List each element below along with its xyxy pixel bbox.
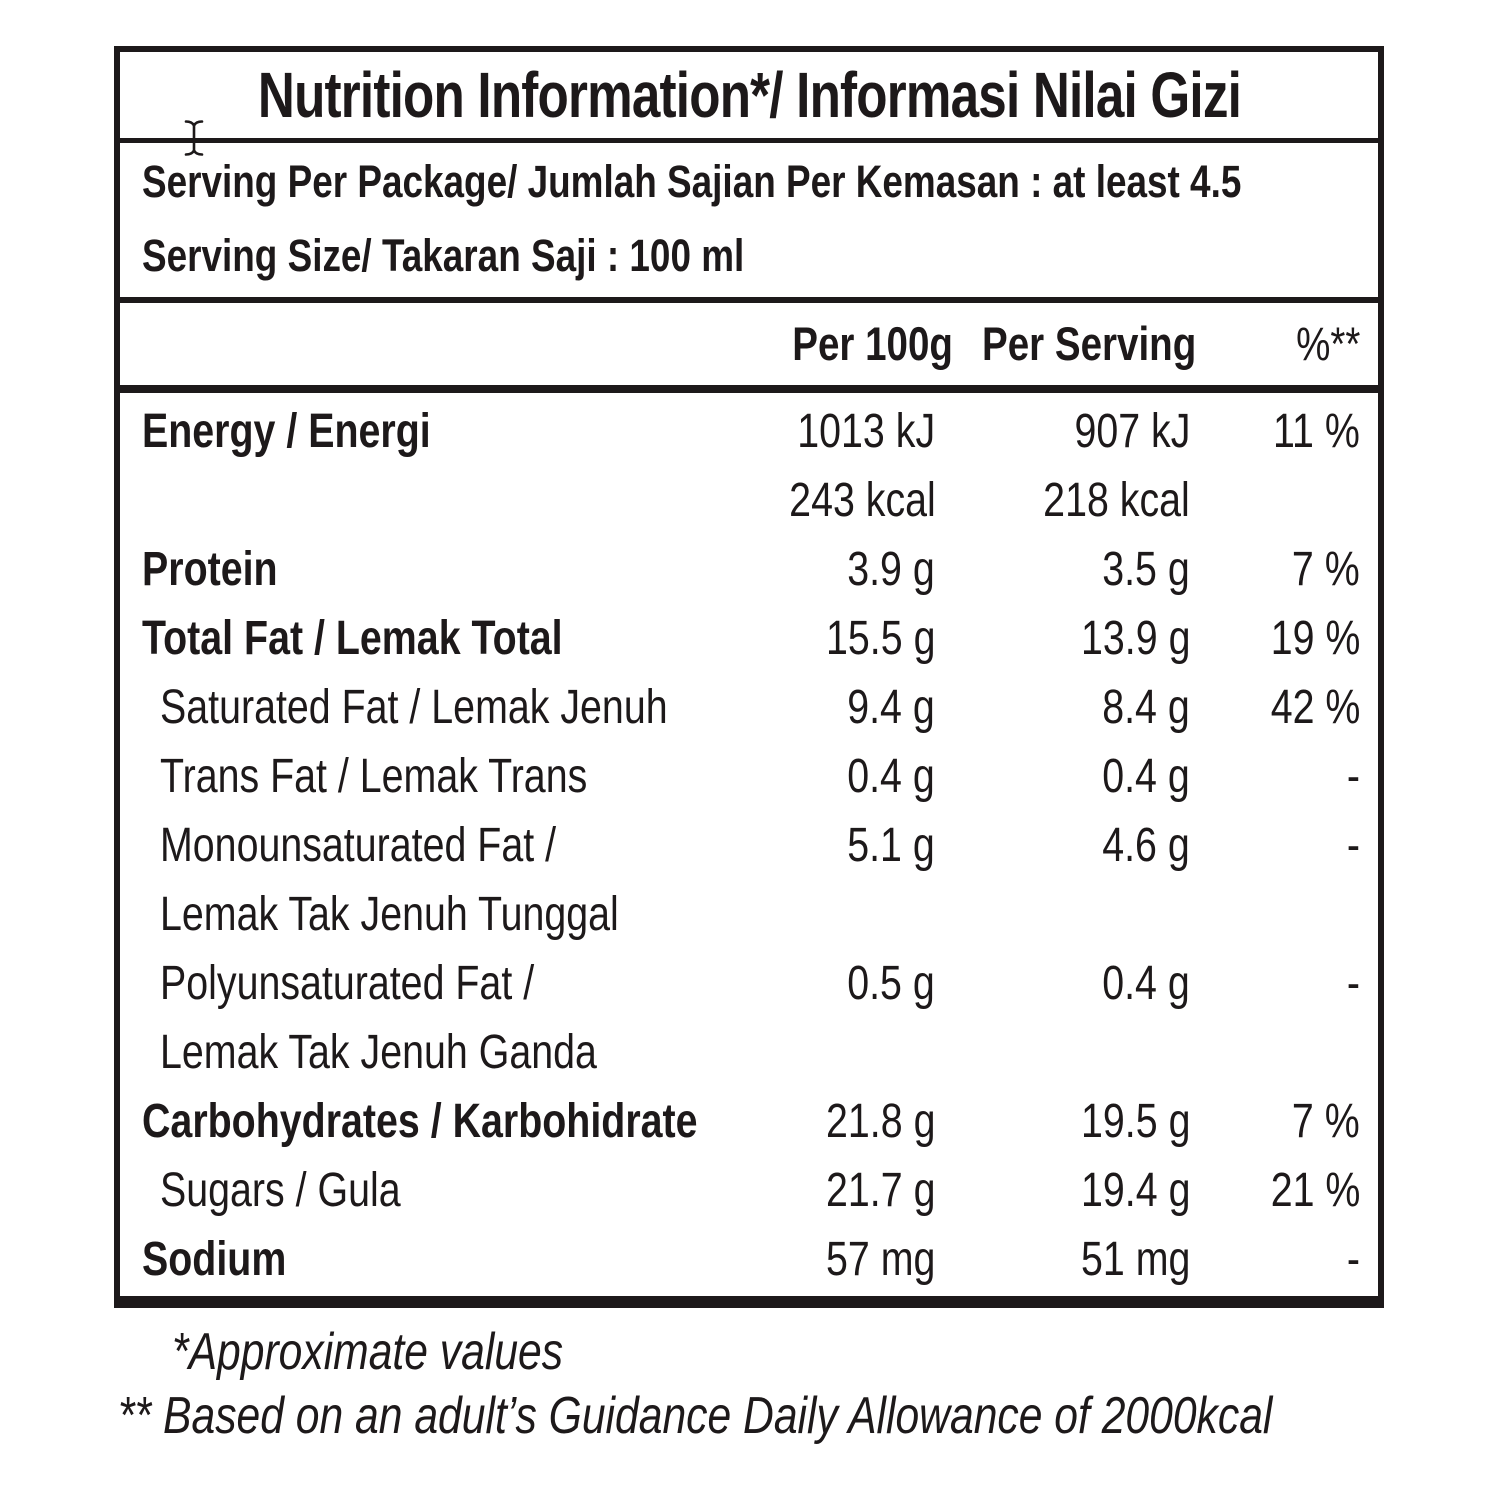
column-header-spacer [142, 303, 757, 385]
column-header-per-100g: Per 100g [792, 317, 953, 370]
nutrient-row-carbohydrates: Carbohydrates / Karbohidrate 21.8 g 19.5… [120, 1087, 1378, 1156]
per-100g-value: 1013 kJ [797, 405, 935, 458]
nutrient-row-monounsaturated-fat: Monounsaturated Fat / 5.1 g 4.6 g - [120, 811, 1378, 880]
per-100g-value: 57 mg [825, 1233, 935, 1286]
per-serving-value: 19.4 g [1080, 1164, 1190, 1217]
per-100g-value: 3.9 g [847, 543, 935, 596]
nutrient-row-total-fat: Total Fat / Lemak Total 15.5 g 13.9 g 19… [120, 604, 1378, 673]
nutrient-row-energy-kcal: 243 kcal 218 kcal [120, 466, 1378, 535]
percent-gda-value: - [1346, 750, 1360, 803]
nutrient-row-polyunsaturated-fat: Polyunsaturated Fat / 0.5 g 0.4 g - [120, 949, 1378, 1018]
per-serving-value: 3.5 g [1102, 543, 1190, 596]
nutrient-name: Lemak Tak Jenuh Tunggal [160, 888, 619, 941]
nutrient-name: Lemak Tak Jenuh Ganda [160, 1026, 597, 1079]
per-serving-value: 8.4 g [1102, 681, 1190, 734]
per-100g-value: 21.7 g [825, 1164, 935, 1217]
nutrient-row-sugars: Sugars / Gula 21.7 g 19.4 g 21 % [120, 1156, 1378, 1225]
serving-info-section: Serving Per Package/ Jumlah Sajian Per K… [120, 143, 1378, 303]
column-header-row: Per 100g Per Serving %** [120, 303, 1378, 393]
per-serving-value: 13.9 g [1080, 612, 1190, 665]
title-section: Nutrition Information*/ Informasi Nilai … [120, 52, 1378, 143]
nutrient-rows: Energy / Energi 1013 kJ 907 kJ 11 % 243 … [120, 393, 1378, 1294]
per-serving-value: 907 kJ [1074, 405, 1190, 458]
nutrient-name: Saturated Fat / Lemak Jenuh [160, 681, 668, 734]
per-serving-value: 19.5 g [1080, 1095, 1190, 1148]
percent-gda-value: 19 % [1270, 612, 1360, 665]
nutrient-row-trans-fat: Trans Fat / Lemak Trans 0.4 g 0.4 g - [120, 742, 1378, 811]
nutrient-name: Trans Fat / Lemak Trans [160, 750, 588, 803]
per-serving-value: 4.6 g [1102, 819, 1190, 872]
nutrient-row-protein: Protein 3.9 g 3.5 g 7 % [120, 535, 1378, 604]
percent-gda-value: 7 % [1292, 1095, 1360, 1148]
serving-per-package-line: Serving Per Package/ Jumlah Sajian Per K… [142, 145, 1378, 219]
nutrient-name: Energy / Energi [142, 405, 431, 458]
nutrient-row-saturated-fat: Saturated Fat / Lemak Jenuh 9.4 g 8.4 g … [120, 673, 1378, 742]
column-header-percent-gda: %** [1295, 317, 1360, 370]
nutrition-table: Nutrition Information*/ Informasi Nilai … [114, 46, 1384, 1308]
nutrient-name: Sugars / Gula [160, 1164, 401, 1217]
nutrient-name: Sodium [142, 1233, 287, 1286]
per-serving-value: 51 mg [1080, 1233, 1190, 1286]
nutrient-name: Carbohydrates / Karbohidrate [142, 1095, 698, 1148]
serving-size-text: Serving Size/ Takaran Saji : 100 ml [142, 230, 745, 281]
percent-gda-value: - [1346, 1233, 1360, 1286]
percent-gda-value: 42 % [1270, 681, 1360, 734]
per-serving-value: 218 kcal [1043, 474, 1190, 527]
per-serving-value: 0.4 g [1102, 750, 1190, 803]
nutrient-name: Total Fat / Lemak Total [142, 612, 563, 665]
page-title: Nutrition Information*/ Informasi Nilai … [257, 59, 1241, 131]
per-100g-value: 21.8 g [825, 1095, 935, 1148]
per-100g-value: 5.1 g [847, 819, 935, 872]
footnote-approximate-values: *Approximate values [172, 1323, 564, 1381]
nutrient-row-energy: Energy / Energi 1013 kJ 907 kJ 11 % [120, 397, 1378, 466]
serving-size-line: Serving Size/ Takaran Saji : 100 ml [142, 219, 1378, 293]
nutrient-row-sodium: Sodium 57 mg 51 mg - [120, 1225, 1378, 1294]
percent-gda-value: 7 % [1292, 543, 1360, 596]
per-100g-value: 0.4 g [847, 750, 935, 803]
nutrient-name: Monounsaturated Fat / [160, 819, 557, 872]
per-100g-value: 243 kcal [789, 474, 936, 527]
footnote-gda-basis: ** Based on an adult’s Guidance Daily Al… [118, 1387, 1273, 1445]
nutrient-row-monounsaturated-fat-id: Lemak Tak Jenuh Tunggal [120, 880, 1378, 949]
column-header-per-serving: Per Serving [982, 317, 1197, 370]
per-100g-value: 15.5 g [825, 612, 935, 665]
per-100g-value: 0.5 g [847, 957, 935, 1010]
nutrient-row-polyunsaturated-fat-id: Lemak Tak Jenuh Ganda [120, 1018, 1378, 1087]
text-cursor-icon [184, 120, 204, 156]
percent-gda-value: 21 % [1270, 1164, 1360, 1217]
nutrient-name: Polyunsaturated Fat / [160, 957, 535, 1010]
serving-per-package-text: Serving Per Package/ Jumlah Sajian Per K… [142, 156, 1242, 207]
percent-gda-value: - [1346, 957, 1360, 1010]
percent-gda-value: 11 % [1273, 405, 1360, 458]
nutrient-name: Protein [142, 543, 278, 596]
per-100g-value: 9.4 g [847, 681, 935, 734]
per-serving-value: 0.4 g [1102, 957, 1190, 1010]
percent-gda-value: - [1346, 819, 1360, 872]
